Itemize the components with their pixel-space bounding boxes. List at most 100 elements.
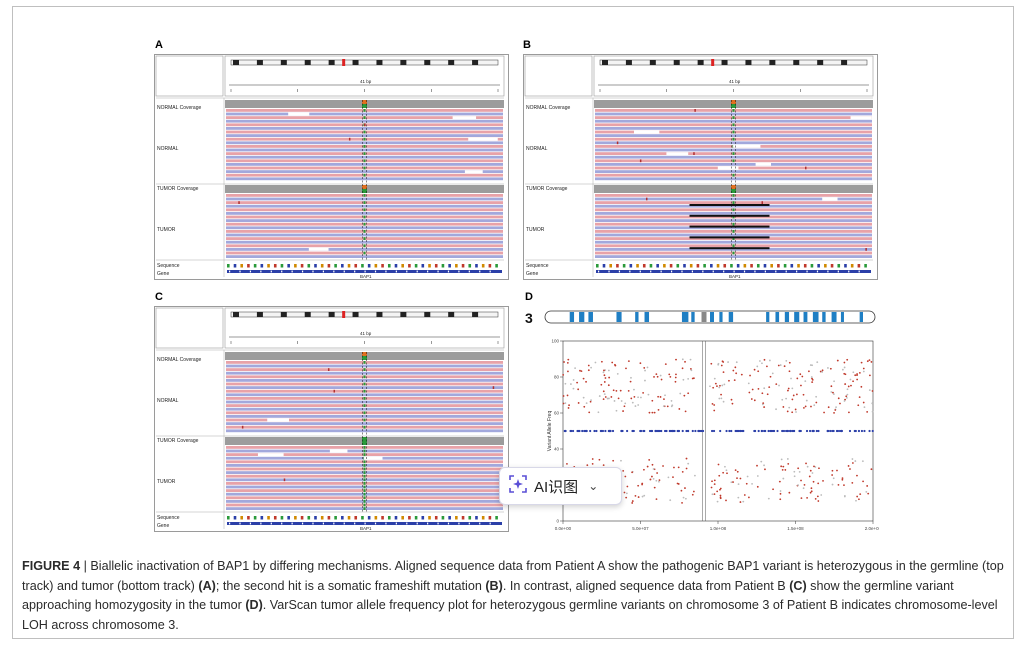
normal-label: NORMAL xyxy=(157,398,179,404)
ruler-bp: 41 bp xyxy=(729,79,741,84)
sequence-base xyxy=(260,516,264,520)
gene-strand-mark xyxy=(629,270,631,273)
vaf-point xyxy=(845,395,848,398)
vaf-point xyxy=(640,396,642,399)
gene-name: BAP1 xyxy=(360,526,372,531)
sequence-base xyxy=(689,264,693,268)
germline-point xyxy=(710,429,714,433)
sequence-base xyxy=(374,516,378,520)
sequence-base xyxy=(394,264,398,268)
vaf-point xyxy=(811,381,814,384)
vaf-point xyxy=(855,499,857,502)
panel-letter-b: B xyxy=(523,39,531,51)
vaf-point xyxy=(634,405,637,407)
tumor-label: TUMOR xyxy=(157,227,176,233)
vaf-point xyxy=(861,460,864,463)
germline-point xyxy=(815,429,818,433)
vaf-point xyxy=(736,470,739,473)
ideogram-band xyxy=(602,60,608,65)
vaf-point xyxy=(742,500,745,503)
germline-point xyxy=(767,429,770,433)
vaf-point xyxy=(781,398,784,401)
germline-point xyxy=(673,429,676,433)
gene-strand-mark xyxy=(354,522,356,525)
vaf-point xyxy=(612,389,615,392)
sequence-base xyxy=(354,516,358,520)
gene-label: Gene xyxy=(526,271,539,277)
gene-strand-mark xyxy=(333,522,335,525)
ideogram-band xyxy=(328,312,335,317)
vaf-point xyxy=(871,390,874,392)
sequence-base xyxy=(763,264,767,268)
vaf-point xyxy=(739,477,742,480)
read-gap xyxy=(666,152,689,155)
vaf-point xyxy=(566,463,568,465)
germline-point xyxy=(570,429,573,433)
ideogram-band xyxy=(644,312,650,322)
vaf-point xyxy=(759,360,761,362)
vaf-point xyxy=(648,411,651,414)
vaf-point xyxy=(603,374,606,377)
sequence-base xyxy=(864,264,867,268)
gene-strand-mark xyxy=(364,522,366,525)
vaf-point xyxy=(819,370,822,373)
vaf-point xyxy=(831,469,834,472)
read-mismatch xyxy=(616,141,619,145)
vaf-point xyxy=(762,402,765,404)
read-variant xyxy=(363,485,366,489)
sequence-base xyxy=(294,264,297,268)
germline-point xyxy=(719,429,722,433)
vaf-point xyxy=(868,374,871,377)
vaf-point xyxy=(818,467,820,470)
panel-letter-d: D xyxy=(525,291,533,303)
vaf-point xyxy=(793,470,796,473)
vaf-point xyxy=(786,458,789,460)
ai-recognize-button[interactable]: AI识图 ⌄ xyxy=(499,467,622,505)
read-mismatch xyxy=(645,197,648,201)
germline-point xyxy=(677,429,680,433)
read xyxy=(226,240,503,244)
vaf-point xyxy=(844,383,847,385)
caption-ref-d: (D) xyxy=(245,598,263,612)
vaf-point xyxy=(651,463,654,466)
igv-panel-a: NORMAL Coverage NORMAL TUMOR Coverage TU… xyxy=(154,54,509,280)
vaf-point xyxy=(747,382,750,385)
germline-point xyxy=(620,429,623,433)
vaf-point xyxy=(835,406,837,409)
vaf-point xyxy=(624,475,627,478)
gene-strand-mark xyxy=(343,270,345,273)
read-variant xyxy=(363,368,366,371)
read-variant xyxy=(363,109,366,112)
vaf-point xyxy=(598,458,601,461)
read-variant xyxy=(363,382,366,386)
deletion-bar xyxy=(689,236,770,239)
sequence-base xyxy=(616,264,619,268)
vaf-point xyxy=(866,360,869,363)
coverage-variant xyxy=(362,352,367,356)
vaf-point xyxy=(676,482,679,485)
read-variant xyxy=(732,173,735,177)
vaf-point xyxy=(730,398,733,401)
vaf-point xyxy=(760,460,763,463)
read-variant xyxy=(363,130,366,134)
vaf-point xyxy=(657,408,660,411)
vaf-point xyxy=(778,480,781,483)
vaf-point xyxy=(821,371,824,373)
caption-text-1: Biallelic inactivation of BAP1 by differ… xyxy=(22,559,1004,593)
vaf-point xyxy=(612,459,615,462)
germline-point xyxy=(799,429,802,433)
read xyxy=(595,219,872,222)
vaf-point xyxy=(779,498,782,501)
germline-point xyxy=(564,429,567,433)
vaf-point xyxy=(567,358,570,361)
sequence-base xyxy=(287,264,290,268)
vaf-point xyxy=(687,377,690,380)
gene-strand-mark xyxy=(468,522,470,525)
vaf-point xyxy=(564,402,567,405)
vaf-point xyxy=(719,384,721,387)
read-gap xyxy=(755,163,771,166)
ideogram-band xyxy=(649,60,656,65)
vaf-point xyxy=(630,397,633,400)
sequence-base xyxy=(716,264,720,268)
sequence-base xyxy=(783,264,787,268)
